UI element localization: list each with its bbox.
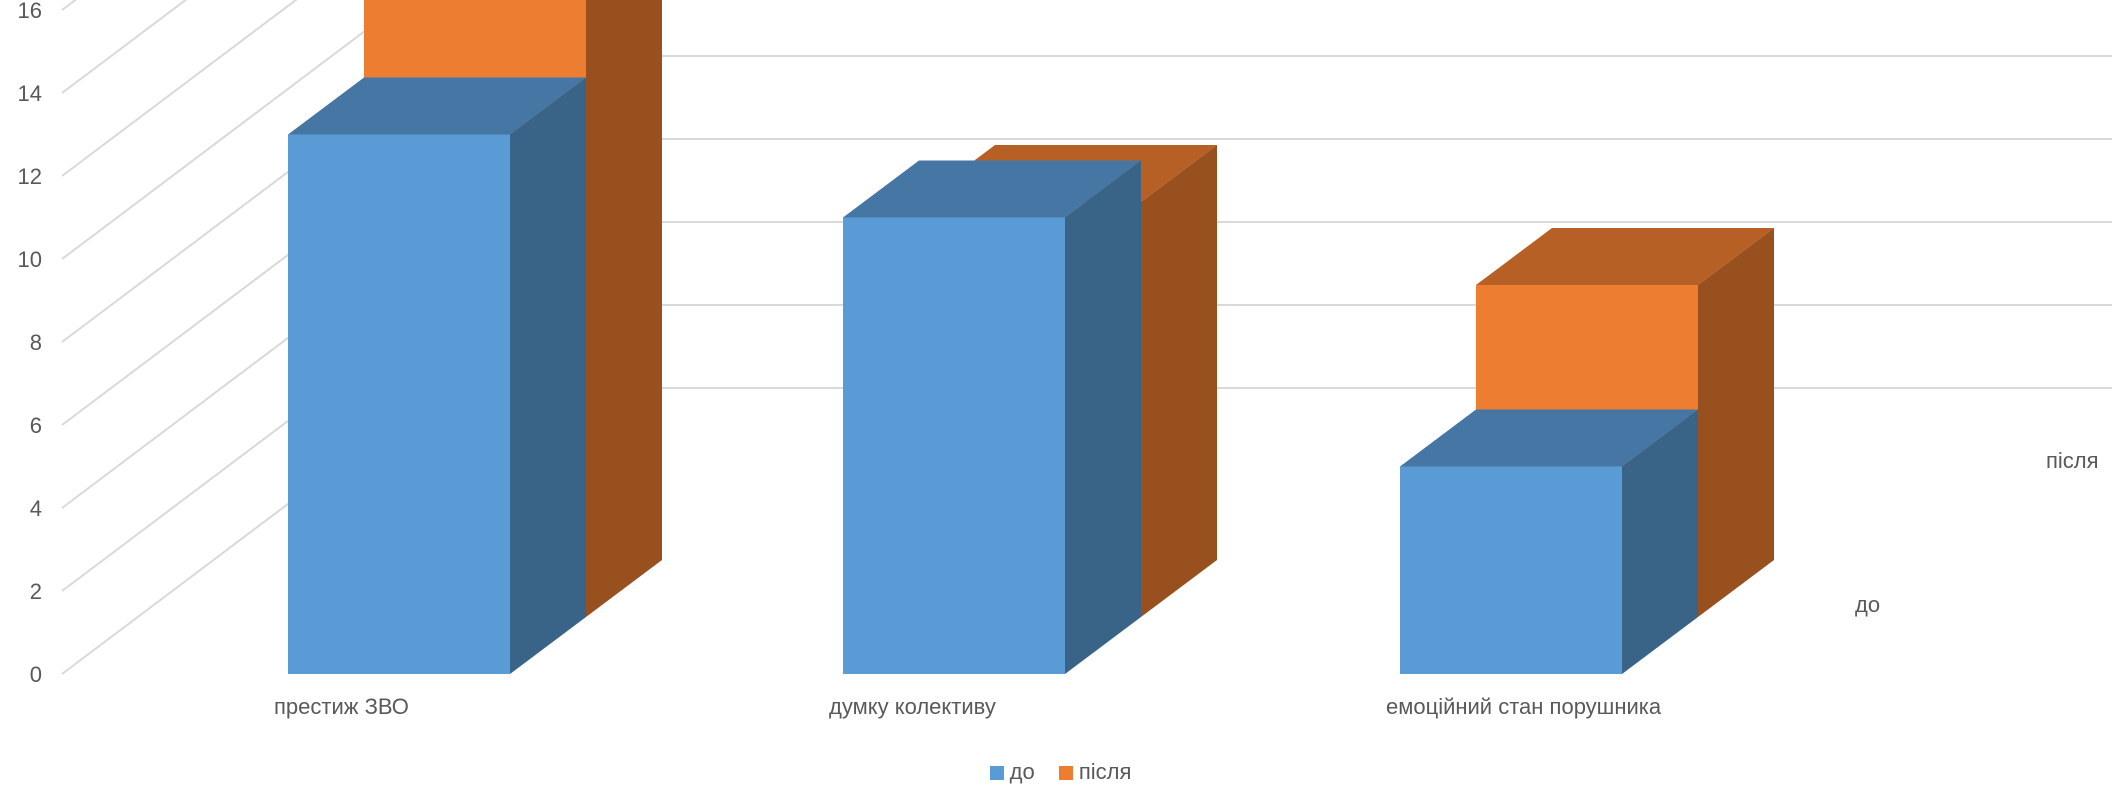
x-category-label-2: емоційний стан порушника: [1386, 694, 1662, 719]
y-tick-label-12: 12: [18, 164, 42, 189]
legend-label-series-1: після: [1078, 759, 1132, 784]
bar-0-2: [1400, 409, 1698, 674]
y-tick-label-16: 16: [18, 0, 42, 23]
gridline-10: [61, 0, 408, 260]
bar-0-1: [843, 160, 1141, 674]
depth-axis-label-1: після: [2046, 448, 2099, 473]
bar-front-0-0: [288, 134, 510, 674]
y-tick-label-6: 6: [30, 413, 42, 438]
bar-top-0-0: [288, 77, 586, 135]
bar-0-0: [288, 77, 586, 674]
y-tick-label-8: 8: [30, 330, 42, 355]
bar-side-1-1: [1141, 145, 1217, 617]
legend-item-series-1: після: [1058, 759, 1132, 785]
bar-top-1-2: [1476, 228, 1774, 285]
legend-swatch-series-0: [989, 766, 1004, 780]
bars: [288, 0, 1774, 674]
gridline-12: [61, 0, 298, 177]
x-category-label-1: думку колективу: [829, 694, 996, 719]
bar-front-0-2: [1400, 466, 1622, 674]
bar-side-0-1: [1065, 160, 1141, 674]
bar-top-0-1: [843, 160, 1141, 218]
legend-item-series-0: до: [989, 759, 1035, 785]
y-tick-label-14: 14: [18, 81, 42, 106]
category-labels: престиж ЗВО думку колективу емоційний стан…: [274, 694, 1662, 719]
bar-front-0-1: [843, 217, 1065, 674]
y-axis-ticks: 024681012141618: [18, 0, 42, 687]
y-tick-label-2: 2: [30, 579, 42, 604]
series-depth-labels: до після: [1855, 448, 2099, 617]
depth-axis-label-0: до: [1855, 592, 1880, 617]
bar-side-1-2: [1698, 228, 1774, 617]
legend: до після: [0, 759, 2121, 785]
bar-top-0-2: [1400, 409, 1698, 467]
x-category-label-0: престиж ЗВО: [274, 694, 409, 719]
y-tick-label-10: 10: [18, 247, 42, 272]
legend-label-series-0: до: [1009, 759, 1035, 784]
y-tick-label-0: 0: [30, 662, 42, 687]
y-tick-label-4: 4: [30, 496, 42, 521]
legend-swatch-series-1: [1058, 766, 1073, 780]
bar-side-0-0: [510, 77, 586, 674]
bar-side-1-0: [586, 0, 662, 617]
bar-side-0-2: [1622, 409, 1698, 674]
